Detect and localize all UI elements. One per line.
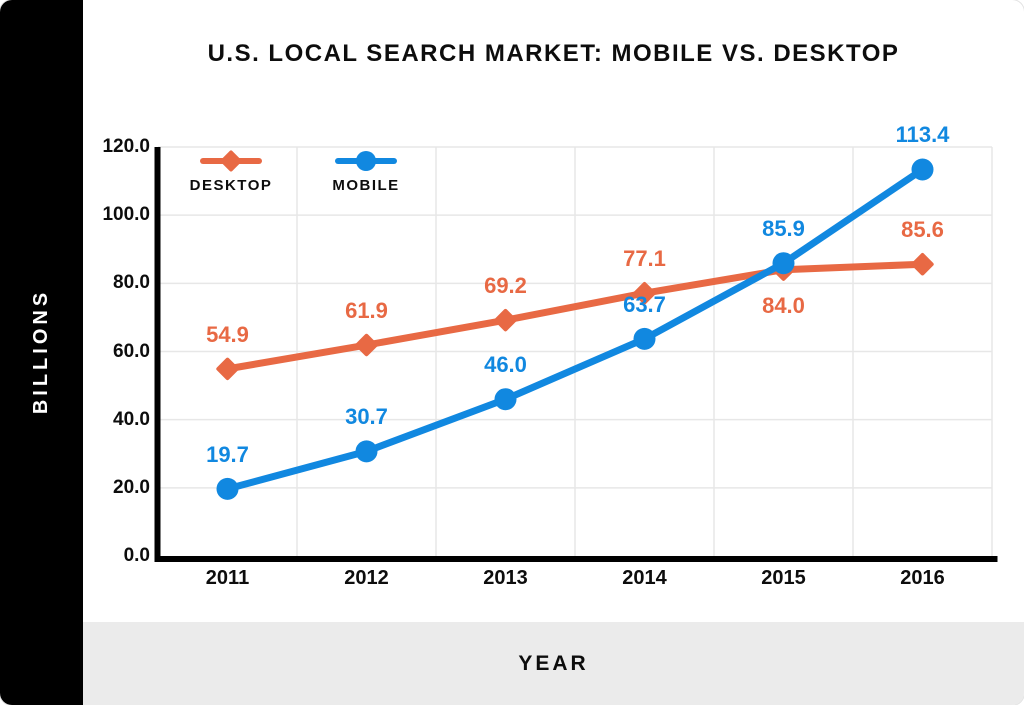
y-axis-title-wrap: BILLIONS — [0, 147, 83, 556]
desktop-marker-2014 — [633, 282, 656, 305]
legend-item-mobile: MOBILE — [306, 147, 426, 194]
x-axis-title: YEAR — [518, 651, 589, 675]
desktop-value-label-2014: 77.1 — [623, 246, 666, 272]
desktop-line — [224, 260, 926, 373]
desktop-marker-2016 — [911, 253, 934, 276]
x-tick-2016: 2016 — [900, 567, 945, 589]
x-tick-2015: 2015 — [761, 567, 806, 589]
desktop-marker-2015 — [772, 258, 795, 281]
chart-title: U.S. LOCAL SEARCH MARKET: MOBILE VS. DES… — [207, 40, 900, 67]
x-tick-2012: 2012 — [344, 567, 389, 589]
desktop-marker-2012 — [355, 333, 378, 357]
mobile-value-label-2016: 113.4 — [895, 122, 950, 148]
mobile-line-circle-icon — [306, 147, 426, 175]
mobile-marker-2011 — [216, 477, 239, 500]
desktop-value-label-2013: 69.2 — [484, 273, 527, 299]
mobile-value-label-2014: 63.7 — [623, 291, 666, 317]
mobile-marker-2014 — [633, 327, 656, 350]
mobile-marker-2013 — [494, 388, 517, 411]
legend-label-desktop: DESKTOP — [189, 177, 273, 194]
desktop-value-label-2012: 61.9 — [345, 298, 388, 324]
x-axis-title-bar: YEAR — [83, 622, 1024, 705]
desktop-value-label-2015: 84.0 — [762, 292, 805, 318]
mobile-line — [224, 165, 926, 493]
mobile-value-label-2012: 30.7 — [345, 404, 388, 430]
desktop-marker-2011 — [216, 357, 239, 381]
desktop-value-label-2011: 54.9 — [206, 321, 249, 347]
y-axis-title: BILLIONS — [30, 288, 52, 415]
x-axis-line — [154, 556, 998, 562]
y-axis-line — [154, 147, 161, 562]
mobile-marker-2015 — [772, 252, 795, 275]
desktop-diamond-icon — [219, 149, 243, 173]
mobile-value-label-2015: 85.9 — [762, 216, 805, 242]
x-tick-2011: 2011 — [205, 567, 250, 589]
mobile-value-label-2013: 46.0 — [484, 352, 527, 378]
mobile-marker-2016 — [911, 158, 934, 181]
desktop-marker-2013 — [494, 308, 517, 332]
mobile-value-label-2011: 19.7 — [206, 441, 249, 467]
legend-label-mobile: MOBILE — [332, 177, 400, 194]
mobile-marker-2012 — [355, 440, 378, 463]
mobile-circle-icon — [356, 151, 376, 171]
y-axis-title-bar: BILLIONS — [0, 0, 83, 705]
desktop-value-label-2016: 85.6 — [901, 217, 944, 243]
x-tick-2014: 2014 — [622, 567, 667, 589]
legend-item-desktop: DESKTOP — [171, 147, 291, 194]
desktop-line-diamond-icon — [171, 147, 291, 175]
x-tick-2013: 2013 — [483, 567, 528, 589]
